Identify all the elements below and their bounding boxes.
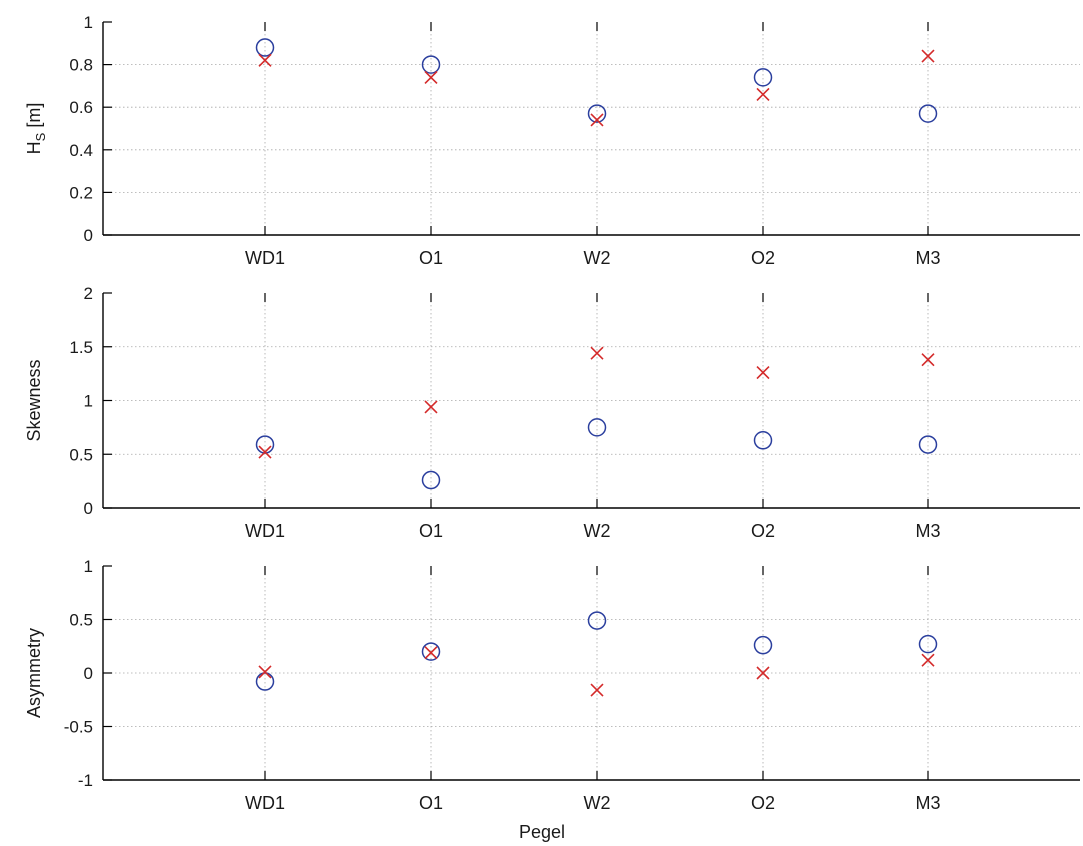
x-tick-label: O1 (419, 521, 443, 541)
data-point-circle-o1 (421, 55, 441, 74)
data-point-circle-m3 (918, 104, 938, 123)
y-tick-label: 0 (84, 664, 93, 683)
data-point-cross-wd1 (258, 665, 272, 679)
data-point-circle-w2 (587, 611, 607, 630)
data-point-cross-o2 (756, 666, 770, 680)
y-tick-label: 1 (84, 13, 93, 32)
y-axis-label: Asymmetry (24, 628, 44, 718)
x-tick-label: O2 (751, 793, 775, 813)
data-point-cross-o1 (424, 70, 438, 84)
chart-panel-1: 0 0.2 0.4 0.6 0.8 1 WD1 O1 W2 O2 M3 HS [m] (24, 13, 1080, 268)
y-tick-label: 0.2 (69, 183, 93, 202)
chart-panel-3: -1 -0.5 0 0.5 1 WD1 O1 W2 O2 M3 Asymmetry Pegel (24, 557, 1080, 842)
y-tick-label: 1 (84, 557, 93, 576)
y-axis-label: HS [m] (24, 103, 48, 155)
data-point-circle-o2 (753, 68, 773, 87)
data-point-cross-wd1 (258, 445, 272, 459)
x-tick-label: WD1 (245, 521, 285, 541)
data-point-circle-m3 (918, 435, 938, 454)
data-point-cross-wd1 (258, 53, 272, 67)
x-tick-label: M3 (915, 521, 940, 541)
x-tick-label: WD1 (245, 248, 285, 268)
y-tick-label: 0.6 (69, 98, 93, 117)
y-tick-label: 2 (84, 284, 93, 303)
data-point-circle-m3 (918, 634, 938, 654)
data-point-cross-m3 (921, 653, 935, 667)
data-point-cross-m3 (921, 353, 935, 367)
y-axis-label: Skewness (24, 359, 44, 441)
y-tick-label: 0 (84, 499, 93, 518)
y-tick-label: 0.5 (69, 445, 93, 464)
data-point-cross-m3 (921, 49, 935, 63)
data-point-circle-o1 (421, 642, 441, 661)
x-tick-label: O1 (419, 793, 443, 813)
x-tick-label: W2 (584, 793, 611, 813)
x-tick-label: WD1 (245, 793, 285, 813)
y-tick-label: 1.5 (69, 338, 93, 357)
x-tick-label: O2 (751, 248, 775, 268)
x-tick-label: O1 (419, 248, 443, 268)
y-tick-label: -1 (78, 771, 93, 790)
data-point-circle-o2 (753, 635, 773, 655)
y-tick-label: 0.8 (69, 56, 93, 75)
x-tick-label: M3 (915, 248, 940, 268)
x-tick-label: W2 (584, 521, 611, 541)
data-point-circle-w2 (587, 418, 607, 437)
data-point-circle-wd1 (255, 672, 275, 691)
data-point-cross-w2 (590, 683, 604, 697)
y-tick-label: -0.5 (64, 718, 93, 737)
data-point-cross-w2 (590, 346, 604, 360)
data-point-circle-w2 (587, 104, 607, 123)
data-point-circle-o1 (421, 470, 441, 490)
data-point-cross-w2 (590, 113, 604, 127)
data-point-circle-wd1 (255, 435, 275, 454)
x-tick-label: W2 (584, 248, 611, 268)
x-tick-label: M3 (915, 793, 940, 813)
data-point-cross-o1 (424, 646, 438, 660)
x-axis-label: Pegel (519, 822, 565, 842)
data-point-cross-o1 (424, 400, 438, 414)
y-tick-label: 0.5 (69, 611, 93, 630)
y-tick-label: 0.4 (69, 141, 93, 160)
chart-panel-2: 0 0.5 1 1.5 2 WD1 O1 W2 O2 M3 Skewness (24, 284, 1080, 541)
x-tick-label: O2 (751, 521, 775, 541)
y-tick-label: 0 (84, 226, 93, 245)
data-point-cross-o2 (756, 365, 770, 380)
y-tick-label: 1 (84, 392, 93, 411)
data-point-circle-o2 (753, 431, 773, 450)
data-point-circle-wd1 (255, 38, 275, 57)
data-point-cross-o2 (756, 87, 770, 101)
